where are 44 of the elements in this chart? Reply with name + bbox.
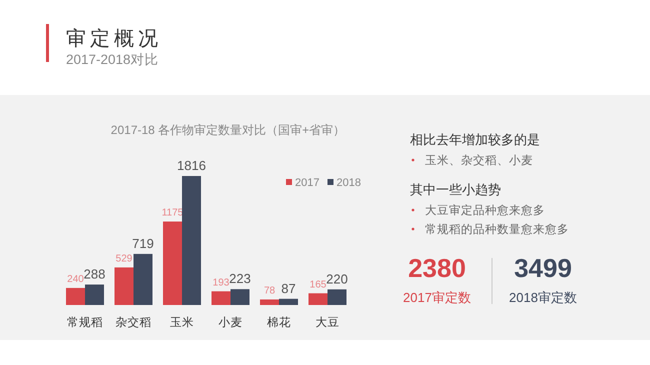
data-label: 78: [264, 285, 276, 296]
text: 2017审定数: [403, 290, 471, 305]
bar: [230, 289, 250, 305]
x-tick-label: 小麦: [218, 316, 242, 329]
legend-label: 2018: [336, 177, 361, 189]
text: 2017-2018对比: [66, 52, 159, 67]
data-label: 193: [212, 277, 230, 288]
x-tick-label: 玉米: [170, 316, 194, 329]
data-label: 719: [132, 236, 154, 251]
x-tick-label: 常规稻: [67, 316, 103, 329]
bar: [279, 298, 298, 305]
text: 相比去年增加较多的是: [410, 132, 540, 147]
text: 2018审定数: [509, 290, 577, 305]
text: 其中一些小趋势: [410, 182, 501, 197]
bar: [85, 284, 104, 305]
text: 常规稻的品种数量愈来愈多: [425, 223, 569, 236]
text: 审定概况: [66, 27, 162, 50]
data-label: 220: [326, 271, 348, 286]
text: 大豆审定品种愈来愈多: [425, 203, 545, 217]
text: 2380: [408, 253, 466, 283]
data-label: 87: [281, 280, 296, 296]
bar: [182, 176, 201, 305]
bar: [260, 299, 279, 305]
bar: [212, 291, 230, 305]
x-tick-label: 棉花: [267, 316, 291, 329]
data-label: 1816: [177, 158, 206, 173]
data-label: 1175: [162, 208, 184, 219]
bar: [163, 222, 182, 305]
bar: [328, 289, 346, 305]
x-tick-label: 杂交稻: [116, 315, 152, 329]
data-label: 288: [84, 266, 106, 282]
bar: [134, 254, 152, 305]
legend-label: 2017: [295, 177, 320, 189]
bar: [66, 288, 85, 305]
chart-title: 2017-18 各作物审定数量对比（国审+省审）: [110, 123, 346, 137]
data-label: 240: [67, 274, 84, 285]
text: 3499: [514, 253, 572, 283]
data-label: 165: [310, 279, 327, 290]
data-label: 223: [229, 271, 251, 286]
bar: [114, 267, 134, 305]
text: 玉米、杂交稻、小麦: [425, 153, 533, 167]
x-tick-label: 大豆: [316, 316, 340, 329]
bar: [308, 293, 328, 305]
data-label: 529: [116, 253, 133, 264]
